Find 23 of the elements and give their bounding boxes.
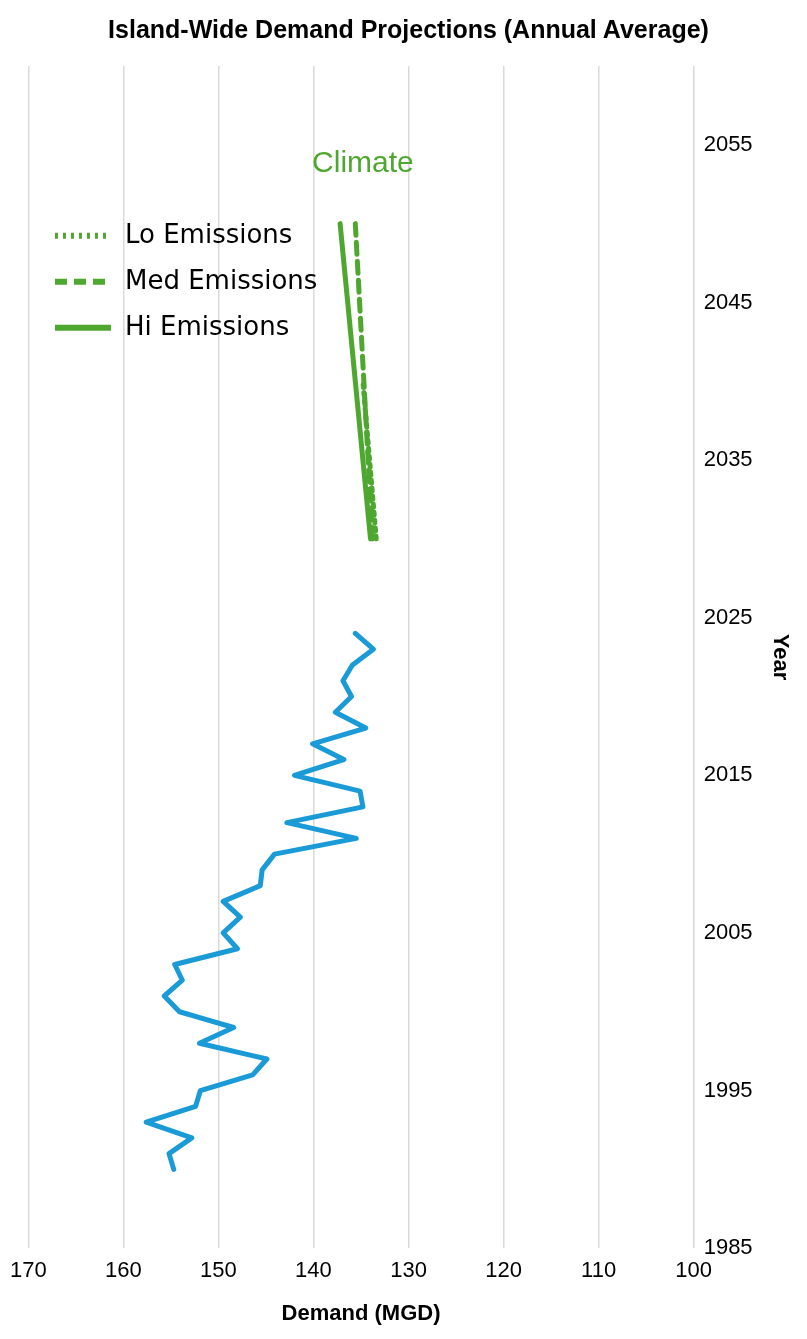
y-tick-label: 2055 bbox=[703, 130, 753, 156]
y-tick-label: 1985 bbox=[703, 1234, 753, 1260]
x-tick-label: 170 bbox=[9, 1257, 47, 1283]
x-tick-label: 130 bbox=[390, 1257, 427, 1283]
legend-label: Med Emissions bbox=[124, 264, 318, 295]
y-tick-label: 2045 bbox=[703, 288, 753, 314]
y-axis-title: Year bbox=[768, 633, 794, 681]
y-tick-label: 2015 bbox=[703, 761, 753, 787]
x-tick-label: 150 bbox=[200, 1257, 237, 1283]
x-tick-label: 100 bbox=[675, 1257, 713, 1283]
y-tick-label: 2005 bbox=[703, 919, 753, 945]
y-tick-label: 2025 bbox=[703, 603, 753, 629]
x-tick-label: 110 bbox=[581, 1257, 617, 1283]
legend-label: Hi Emissions bbox=[124, 310, 290, 341]
x-tick-label: 140 bbox=[295, 1257, 332, 1283]
annotation: Climate bbox=[312, 144, 414, 178]
y-tick-label: 1995 bbox=[703, 1076, 753, 1102]
legend-label: Lo Emissions bbox=[124, 218, 293, 249]
x-tick-label: 160 bbox=[105, 1257, 142, 1283]
y-tick-label: 2035 bbox=[703, 446, 753, 472]
x-tick-label: 120 bbox=[485, 1257, 522, 1283]
x-axis-title: Demand (MGD) bbox=[281, 1299, 441, 1325]
chart-title: Island-Wide Demand Projections (Annual Average) bbox=[108, 14, 709, 43]
